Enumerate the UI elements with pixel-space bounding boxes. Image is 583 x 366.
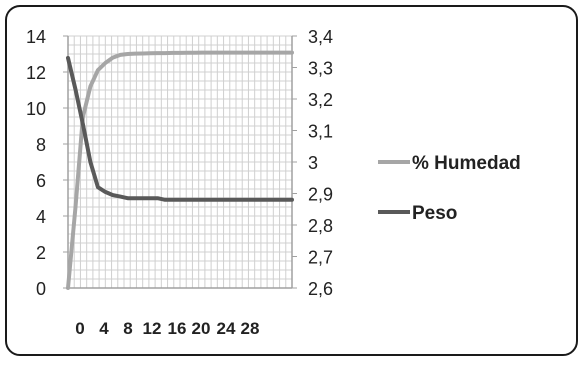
- y-right-tick-label: 2,8: [308, 216, 333, 236]
- y-left-tick-label: 4: [36, 207, 46, 227]
- legend-label: Peso: [412, 203, 457, 224]
- x-tick-label: 12: [143, 319, 162, 338]
- y-right-tick-label: 3,2: [308, 90, 333, 110]
- y-left-tick-label: 10: [26, 99, 46, 119]
- x-tick-label: 28: [241, 319, 260, 338]
- chart-series: [66, 50, 294, 290]
- series-line-peso: [66, 56, 294, 202]
- y-right-tick-label: 3,1: [308, 122, 333, 142]
- y-left-tick-label: 14: [26, 27, 46, 47]
- y-right-tick-label: 3: [308, 153, 318, 173]
- y-left-tick-label: 6: [36, 171, 46, 191]
- y-left-tick-label: 12: [26, 63, 46, 83]
- chart-grid: [67, 35, 293, 289]
- y-right-tick-label: 2,7: [308, 248, 333, 268]
- y-right-tick-label: 2,9: [308, 185, 333, 205]
- y-left-tick-label: 8: [36, 135, 46, 155]
- chart-legend: % Humedad Peso: [378, 153, 521, 224]
- y-left-tick-label: 2: [36, 243, 46, 263]
- series-line-humedad: [66, 50, 294, 290]
- y-left-tick-label: 0: [36, 279, 46, 299]
- y-right-tick-label: 3,4: [308, 27, 333, 47]
- x-tick-label: 8: [123, 319, 132, 338]
- legend-label: % Humedad: [412, 153, 521, 174]
- y-right-tick-label: 3,3: [308, 59, 333, 79]
- y-right-tick-label: 2,6: [308, 279, 333, 299]
- x-tick-label: 16: [168, 319, 187, 338]
- x-tick-label: 24: [217, 319, 236, 338]
- x-tick-label: 0: [75, 319, 84, 338]
- x-tick-label: 4: [99, 319, 109, 338]
- x-tick-label: 20: [192, 319, 211, 338]
